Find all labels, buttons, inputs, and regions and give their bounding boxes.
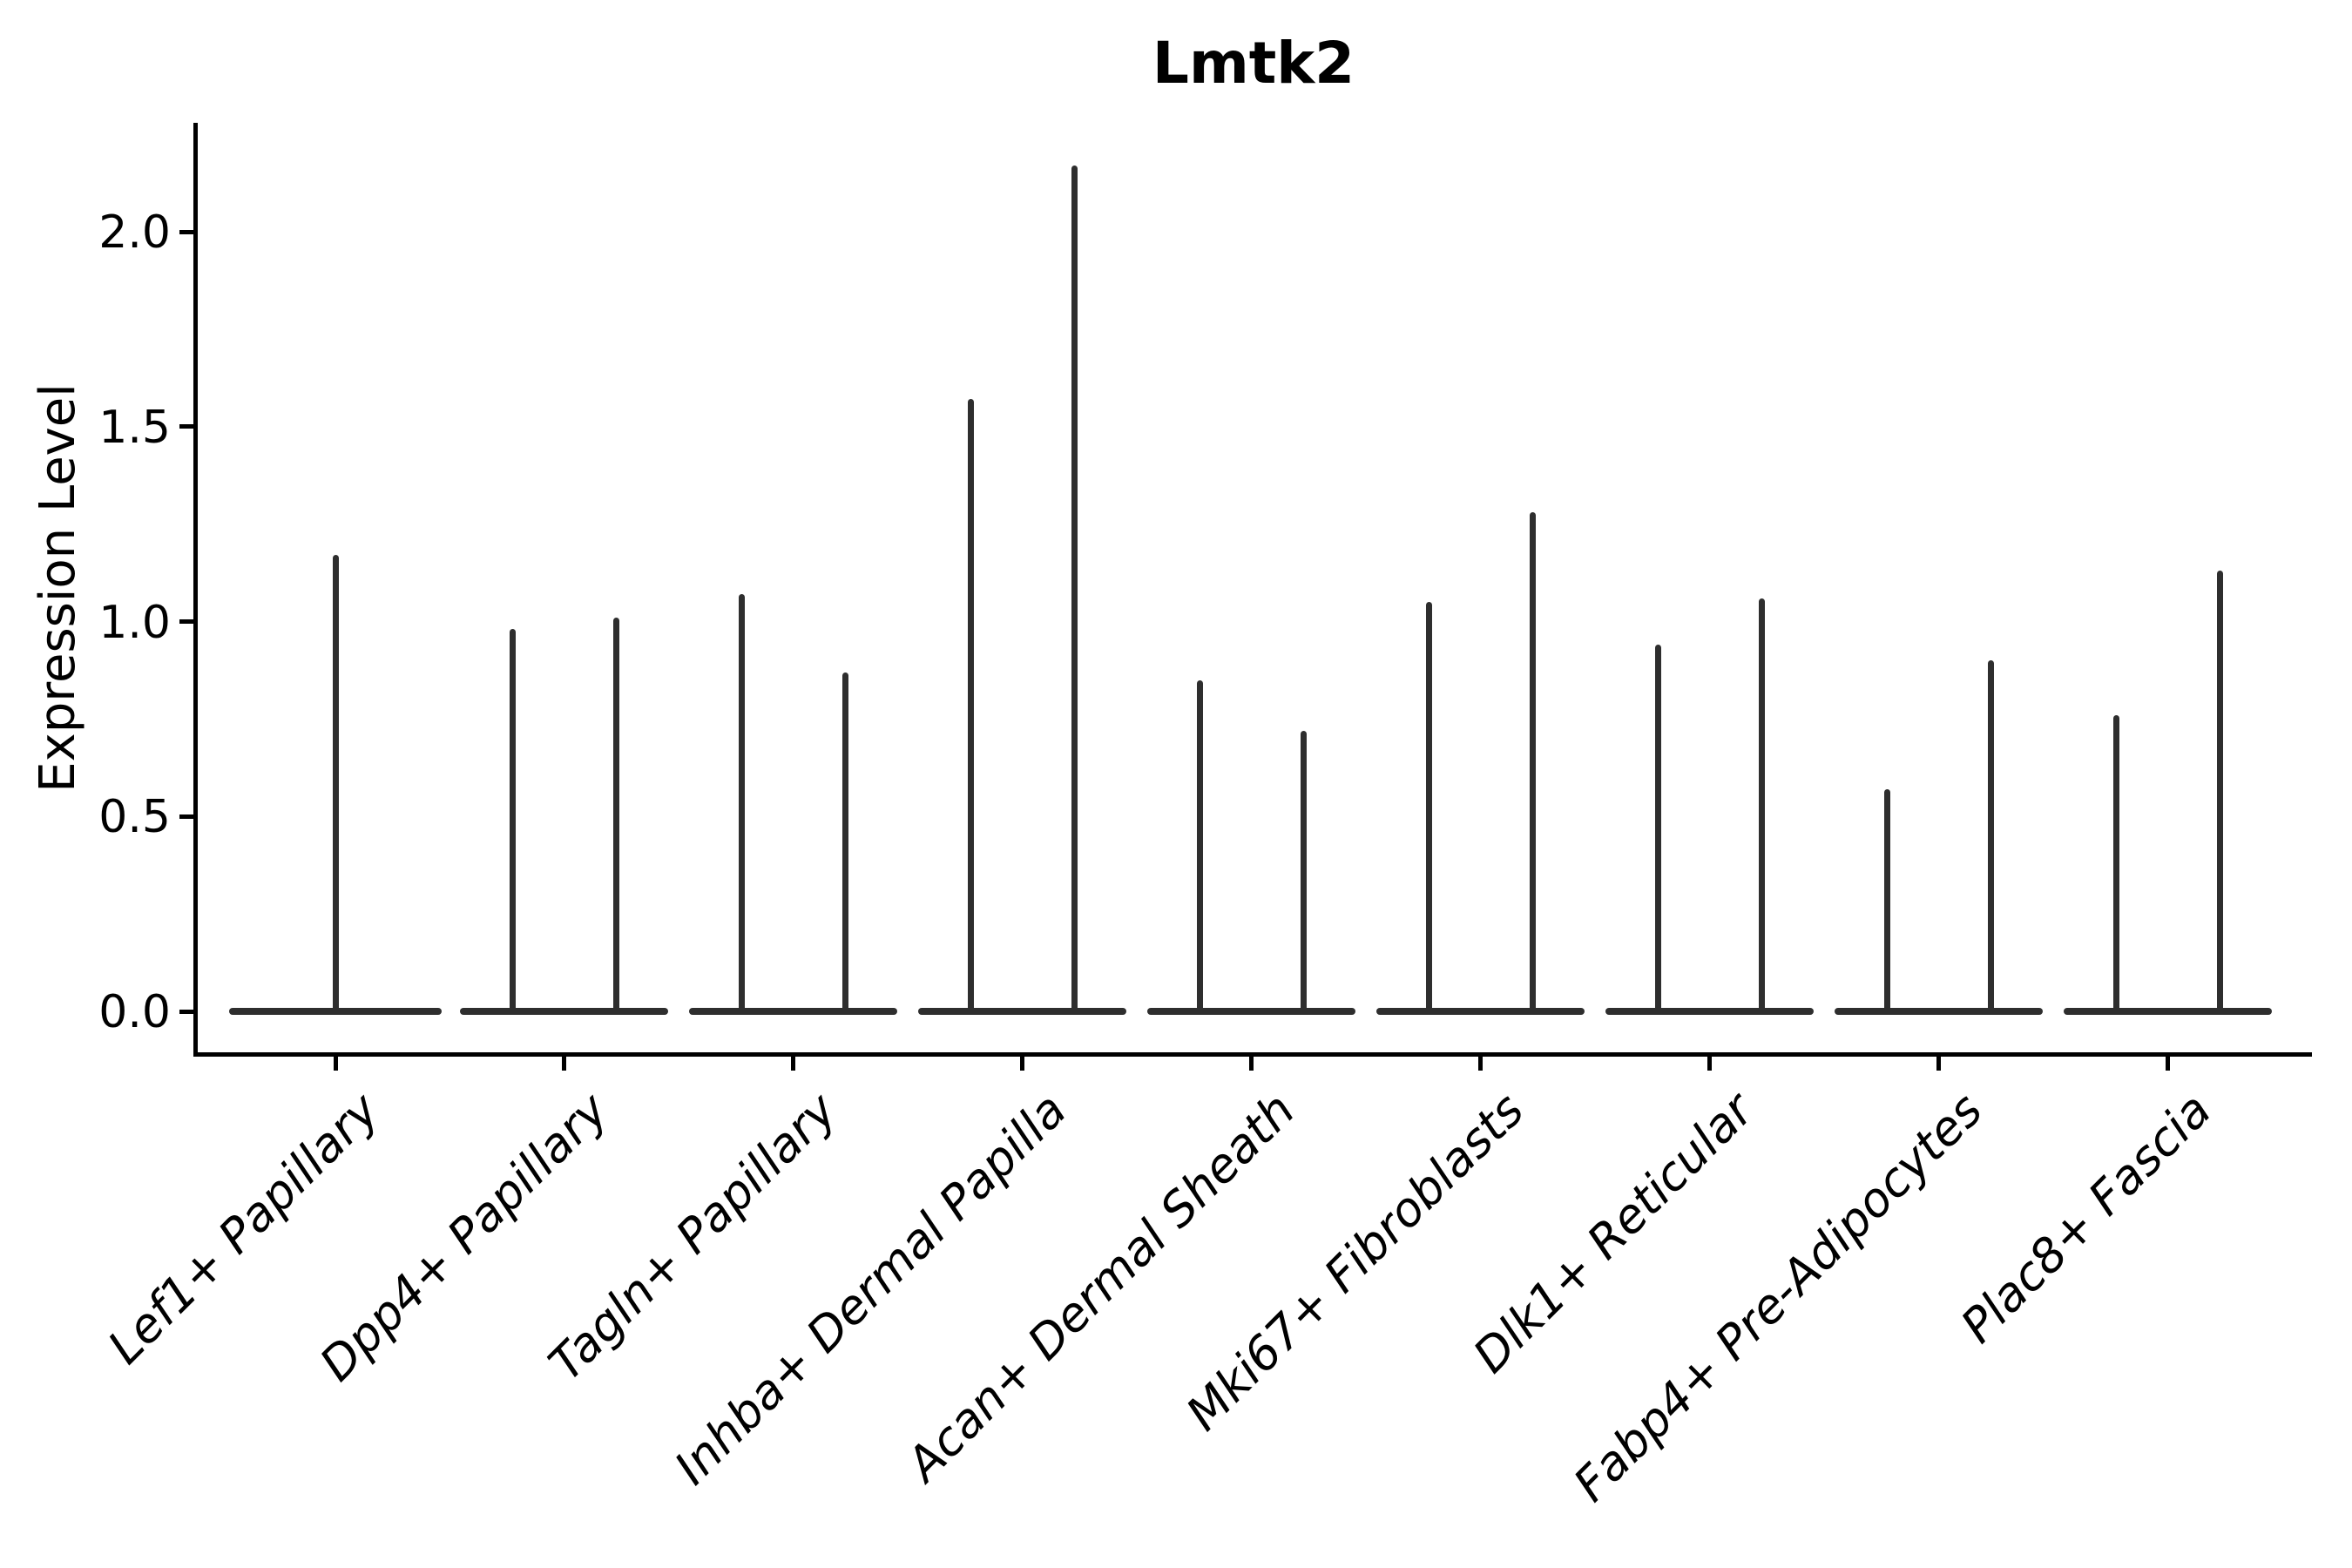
x-tick xyxy=(1707,1057,1713,1071)
y-tick xyxy=(179,424,193,429)
y-tick-label: 0.5 xyxy=(98,791,171,844)
violin-base xyxy=(1835,1008,2044,1015)
violin-spike xyxy=(1529,512,1536,1015)
y-tick xyxy=(179,619,193,624)
x-tick xyxy=(562,1057,567,1071)
y-tick xyxy=(179,1009,193,1014)
y-tick-label: 0.0 xyxy=(98,986,171,1038)
y-tick xyxy=(179,814,193,819)
y-tick-label: 2.0 xyxy=(98,206,171,259)
violin-spike xyxy=(1196,679,1203,1015)
x-tick-label: Acan+ Dermal Sheath xyxy=(896,1082,1306,1492)
y-axis-spine xyxy=(193,123,198,1057)
violin-spike xyxy=(1654,645,1661,1015)
violin-spike xyxy=(738,594,745,1015)
x-tick-label: Fabp4+ Pre-Adipocytes xyxy=(1563,1082,1993,1512)
x-tick xyxy=(1478,1057,1484,1071)
violin-spike xyxy=(1987,660,1994,1015)
x-axis-spine xyxy=(193,1052,2312,1057)
violin-spike xyxy=(1071,165,1078,1015)
violin-spike xyxy=(967,399,974,1015)
x-tick xyxy=(1249,1057,1254,1071)
y-tick-label: 1.5 xyxy=(98,401,171,454)
x-tick xyxy=(2166,1057,2171,1071)
x-tick xyxy=(791,1057,796,1071)
violin-spike xyxy=(2112,714,2119,1015)
violin-spike xyxy=(1300,730,1307,1015)
x-tick xyxy=(333,1057,338,1071)
violin-spike xyxy=(509,629,516,1015)
violin-spike xyxy=(2216,571,2223,1015)
violin-spike xyxy=(841,672,848,1015)
violin-base xyxy=(1376,1008,1585,1015)
x-tick xyxy=(1936,1057,1942,1071)
x-tick-label: Plac8+ Fascia xyxy=(1950,1082,2222,1354)
violin-spike xyxy=(332,555,339,1015)
violin-spike xyxy=(1758,598,1765,1015)
violin-spike xyxy=(1425,602,1432,1015)
violin-base xyxy=(460,1008,669,1015)
violin-base xyxy=(689,1008,898,1015)
x-tick-label: Inhba+ Dermal Papilla xyxy=(664,1082,1077,1496)
violin-base xyxy=(918,1008,1127,1015)
y-tick xyxy=(179,229,193,234)
violin-spike xyxy=(1883,788,1890,1015)
violin-base xyxy=(1605,1008,1815,1015)
violin-base xyxy=(2064,1008,2273,1015)
x-tick xyxy=(1020,1057,1025,1071)
plot-title: Lmtk2 xyxy=(1152,30,1355,97)
y-tick-label: 1.0 xyxy=(98,596,171,649)
violin-spike xyxy=(612,618,619,1015)
violin-base xyxy=(1147,1008,1356,1015)
